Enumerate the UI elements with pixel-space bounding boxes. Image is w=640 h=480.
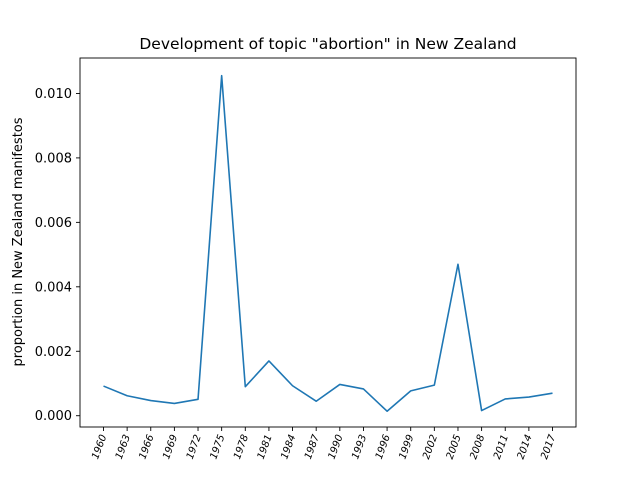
x-tick-label: 1978 bbox=[232, 433, 251, 461]
x-tick-label: 1975 bbox=[208, 433, 227, 461]
x-tick-label: 1969 bbox=[161, 433, 180, 461]
x-tick-label: 1993 bbox=[350, 433, 369, 461]
y-tick-label: 0.000 bbox=[35, 409, 72, 424]
y-tick-label: 0.006 bbox=[35, 216, 72, 231]
x-tick-label: 1966 bbox=[138, 433, 157, 461]
x-tick-label: 2014 bbox=[516, 433, 535, 461]
x-tick-label: 2017 bbox=[539, 433, 558, 461]
x-tick-label: 2011 bbox=[492, 433, 511, 461]
x-tick-label: 1987 bbox=[303, 433, 322, 461]
y-axis-label: proportion in New Zealand manifestos bbox=[11, 117, 26, 366]
x-tick-label: 1984 bbox=[279, 433, 298, 461]
x-tick-label: 1960 bbox=[90, 433, 109, 461]
x-tick-label: 1996 bbox=[374, 433, 393, 461]
chart-title: Development of topic "abortion" in New Z… bbox=[139, 35, 516, 53]
y-tick-label: 0.004 bbox=[35, 280, 72, 295]
x-tick-label: 1963 bbox=[114, 433, 133, 461]
x-tick-label: 1990 bbox=[327, 433, 346, 461]
y-tick-label: 0.010 bbox=[35, 87, 72, 102]
x-tick-label: 2002 bbox=[421, 433, 440, 461]
x-axis-ticks: 1960 1963 1966 1969 1972 1975 1978 1981 1984 1987… bbox=[90, 427, 559, 461]
y-tick-label: 0.008 bbox=[35, 151, 72, 166]
x-tick-label: 2008 bbox=[468, 433, 487, 461]
x-tick-label: 1999 bbox=[397, 433, 416, 461]
y-tick-label: 0.002 bbox=[35, 345, 72, 360]
x-tick-label: 2005 bbox=[445, 433, 464, 461]
series-line bbox=[103, 74, 553, 413]
x-tick-label: 1972 bbox=[185, 433, 204, 461]
plot-frame bbox=[79, 57, 577, 428]
x-tick-label: 1981 bbox=[256, 433, 275, 461]
y-axis-ticks: 0.000 0.002 0.004 0.006 0.008 0.010 bbox=[35, 87, 80, 424]
